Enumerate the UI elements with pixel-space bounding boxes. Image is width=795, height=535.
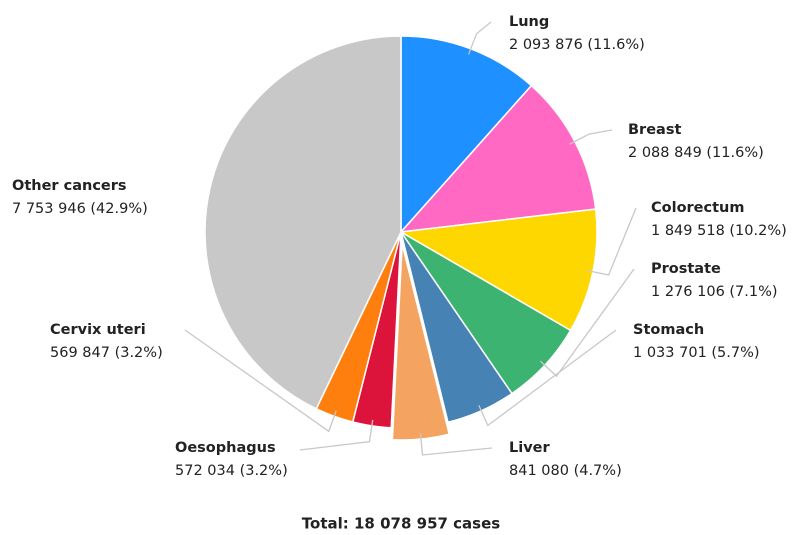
slice-value-label: 2 093 876 (11.6%) — [509, 37, 645, 53]
slice-label-name: Lung — [509, 14, 549, 30]
leader-line — [539, 268, 635, 378]
slice-label-name: Prostate — [651, 261, 721, 277]
chart-footer: Total: 18 078 957 cases — [302, 515, 500, 533]
slice-value-label: 7 753 946 (42.9%) — [12, 201, 148, 217]
slice-value-label: 1 276 106 (7.1%) — [651, 284, 778, 300]
slice-label-name: Oesophagus — [175, 440, 276, 456]
slice-label-name: Other cancers — [12, 178, 127, 194]
slice-label-name: Breast — [628, 122, 681, 138]
leader-line — [478, 329, 617, 427]
leader-line — [586, 207, 637, 276]
slice-label-name: Cervix uteri — [50, 322, 146, 338]
leader-line — [468, 21, 492, 55]
pie-slice — [204, 35, 402, 410]
slice-label-name: Liver — [509, 440, 550, 456]
slice-value-label: 1 849 518 (10.2%) — [651, 223, 787, 239]
slice-value-label: 572 034 (3.2%) — [175, 463, 288, 479]
slice-value-label: 1 033 701 (5.7%) — [633, 345, 760, 361]
leader-line — [419, 433, 493, 456]
slice-value-label: 2 088 849 (11.6%) — [628, 145, 764, 161]
leader-line — [299, 419, 374, 451]
slice-value-label: 569 847 (3.2%) — [50, 345, 163, 361]
slice-label-name: Stomach — [633, 322, 704, 338]
slice-label-name: Colorectum — [651, 200, 744, 216]
leader-line — [184, 329, 337, 433]
slice-value-label: 841 080 (4.7%) — [509, 463, 622, 479]
leader-line — [569, 129, 613, 145]
